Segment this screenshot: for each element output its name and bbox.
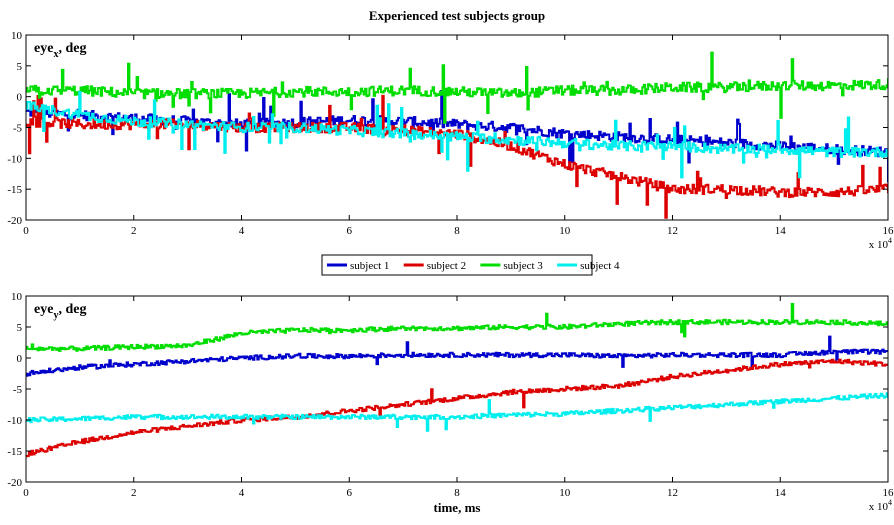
y-tick-label: 0 [17,353,23,365]
x-tick-label: 16 [883,487,894,499]
plot-panel-1: 0 2 4 6 8 10 12 14 16 -20 -15 -10 -5 0 5 10 eyex, deg x 1… [7,8,894,251]
x-tick-label: 12 [667,225,678,237]
x-tick-label: 14 [775,225,787,237]
y-tick-label: -20 [7,215,22,227]
series-group [26,303,888,458]
y-axis-label: eyey, deg [34,302,86,321]
x-tick-label: 14 [775,487,787,499]
x-axis-multiplier: x 104 [869,498,892,513]
x-tick-label: 0 [23,487,29,499]
x-tick-label: 8 [454,225,460,237]
x-axis-label: time, ms [434,500,481,515]
x-tick-label: 10 [559,225,571,237]
x-tick-label: 2 [131,225,137,237]
y-tick-label: -15 [7,446,22,458]
y-tick-label: -10 [7,415,22,427]
x-tick-label: 16 [883,225,894,237]
x-tick-label: 6 [347,225,353,237]
series-line-subject-2 [26,358,888,458]
series-line-subject-1 [26,335,888,377]
x-tick-label: 12 [667,487,678,499]
y-tick-label: 5 [17,322,23,334]
series-line-subject-2 [26,94,888,219]
series-line-subject-4 [26,392,888,432]
x-tick-label: 4 [239,487,245,499]
y-tick-label: -15 [7,184,22,196]
y-tick-label: 10 [11,30,23,42]
legend-entry-label: subject 3 [503,260,543,272]
y-tick-label: -5 [13,123,23,135]
legend: subject 1 subject 2 subject 3 subject 4 [321,254,620,276]
series-line-subject-4 [26,90,888,179]
legend-entry-label: subject 4 [580,260,620,272]
plot-panel-2: 0 2 4 6 8 10 12 14 16 -20 -15 -10 -5 0 5 10 eyey, deg x 1… [7,291,894,515]
x-tick-label: 8 [454,487,460,499]
y-tick-label: -20 [7,477,22,489]
x-tick-label: 0 [23,225,29,237]
series-line-subject-3 [26,51,888,124]
legend-entry-label: subject 1 [350,260,389,272]
legend-entry-label: subject 2 [427,260,466,272]
legend-box [321,254,593,276]
series-line-subject-3 [26,303,888,352]
y-tick-label: -10 [7,153,22,165]
x-tick-label: 2 [131,487,137,499]
y-tick-label: 0 [17,92,23,104]
x-axis-multiplier: x 104 [869,236,892,251]
y-tick-label: 10 [11,291,23,303]
x-tick-label: 10 [559,487,571,499]
series-group [26,51,888,219]
x-tick-label: 6 [347,487,353,499]
y-tick-label: 5 [17,61,23,73]
chart-title: Experienced test subjects group [369,8,545,23]
x-tick-label: 4 [239,225,245,237]
y-axis-label: eyex, deg [34,41,86,60]
y-tick-label: -5 [13,384,23,396]
